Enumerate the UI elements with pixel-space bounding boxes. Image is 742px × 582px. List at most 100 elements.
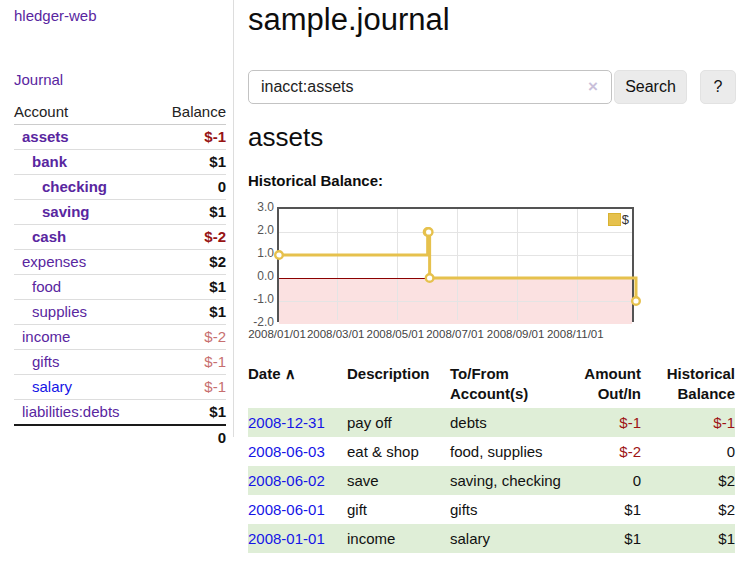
account-balance: $1 (154, 200, 226, 225)
account-balance: $1 (154, 275, 226, 300)
account-link[interactable]: cash (32, 228, 66, 245)
transaction-date-link[interactable]: 2008-06-03 (248, 443, 325, 460)
transaction-row[interactable]: 2008-06-01 giftgifts$1$2 (248, 495, 735, 524)
transaction-accounts: gifts (450, 495, 563, 524)
account-link[interactable]: liabilities:debts (22, 403, 120, 420)
account-row: gifts$-1 (14, 350, 226, 375)
clear-search-icon[interactable]: × (588, 77, 598, 97)
transaction-date: 2008-06-03 (248, 437, 347, 466)
account-link[interactable]: checking (42, 178, 107, 195)
balance-line-series (279, 209, 636, 324)
account-link[interactable]: expenses (22, 253, 86, 270)
register-table: Date ∧ Description To/From Account(s) Am… (248, 362, 735, 553)
transaction-row[interactable]: 2008-12-31pay offdebts$-1$-1 (248, 408, 735, 437)
account-link[interactable]: gifts (32, 353, 60, 370)
account-link[interactable]: food (32, 278, 61, 295)
account-balance: 0 (154, 175, 226, 200)
transaction-balance: $-1 (641, 408, 735, 437)
transaction-accounts: salary (450, 524, 563, 553)
account-link[interactable]: income (22, 328, 70, 345)
account-balance: $2 (154, 250, 226, 275)
account-link[interactable]: supplies (32, 303, 87, 320)
search-input[interactable] (248, 70, 612, 104)
accounts-total-row: 0 (14, 425, 226, 450)
transaction-amount: $1 (563, 524, 641, 553)
chart-plot-area: $ (277, 207, 634, 322)
sidebar-item-journal[interactable]: Journal (14, 71, 63, 88)
transaction-row[interactable]: 2008-06-03eat & shopfood, supplies$-20 (248, 437, 735, 466)
transaction-date-link[interactable]: 2008-12-31 (248, 414, 325, 431)
transaction-date-link[interactable]: 2008-01-01 (248, 530, 325, 547)
register-col-date[interactable]: Date ∧ (248, 362, 347, 408)
y-axis-tick-label: 3.0 (248, 200, 274, 214)
account-balance: $-2 (154, 325, 226, 350)
sidebar: hledger-web Journal Account Balance asse… (0, 0, 234, 437)
transaction-accounts: saving, checking (450, 466, 563, 495)
account-row: food $1 (14, 275, 226, 300)
register-header-row: Date ∧ Description To/From Account(s) Am… (248, 362, 735, 408)
x-axis-tick-label: 2008/07/01 (426, 328, 484, 340)
transaction-date-link[interactable]: 2008-06-01 (248, 501, 325, 518)
legend-swatch-icon (608, 213, 621, 226)
account-row: checking 0 (14, 175, 226, 200)
account-row: salary$-1 (14, 375, 226, 400)
transaction-description: gift (347, 495, 450, 524)
help-button[interactable]: ? (700, 70, 736, 104)
chart-title: Historical Balance: (248, 172, 383, 189)
transaction-date: 2008-06-01 (248, 495, 347, 524)
account-balance: $-2 (154, 225, 226, 250)
y-axis-tick-label: 2.0 (248, 223, 274, 237)
account-row: saving $1 (14, 200, 226, 225)
x-axis-tick-label: 2008/05/01 (367, 328, 425, 340)
data-point-marker (425, 228, 433, 236)
transaction-amount: $1 (563, 495, 641, 524)
transaction-description: pay off (347, 408, 450, 437)
accounts-col-balance: Balance (154, 100, 226, 125)
account-link[interactable]: salary (32, 378, 72, 395)
account-balance: $1 (154, 400, 226, 426)
accounts-total-balance: 0 (154, 425, 226, 450)
transaction-description: income (347, 524, 450, 553)
transaction-accounts: debts (450, 408, 563, 437)
x-axis-tick-label: 2008/11/01 (547, 328, 604, 340)
y-axis-tick-label: 1.0 (248, 246, 274, 260)
account-balance: $1 (154, 300, 226, 325)
historical-balance-chart: $ 3.02.01.00.0-1.0-2.02008/01/012008/03/… (248, 195, 736, 345)
account-link[interactable]: saving (42, 203, 90, 220)
y-axis-tick-label: -1.0 (248, 292, 274, 306)
account-row: supplies $1 (14, 300, 226, 325)
register-col-account: To/From Account(s) (450, 362, 563, 408)
register-col-amount: Amount Out/In (563, 362, 641, 408)
legend-label: $ (622, 212, 629, 227)
transaction-date-link[interactable]: 2008-06-02 (248, 472, 325, 489)
transaction-amount: 0 (563, 466, 641, 495)
data-point-marker (275, 251, 283, 259)
transaction-row[interactable]: 2008-06-02savesaving, checking0$2 (248, 466, 735, 495)
transaction-date: 2008-06-02 (248, 466, 347, 495)
account-link[interactable]: assets (22, 128, 69, 145)
account-balance: $1 (154, 150, 226, 175)
account-row: income $-2 (14, 325, 226, 350)
x-axis-tick-label: 2008/09/01 (487, 328, 545, 340)
page-title: sample.journal (248, 0, 450, 40)
account-row: bank $1 (14, 150, 226, 175)
x-axis-tick-label: 2008/03/01 (307, 328, 365, 340)
account-balance: $-1 (154, 125, 226, 150)
transaction-balance: $2 (641, 495, 735, 524)
search-bar: × Search ? (248, 70, 736, 104)
accounts-col-account: Account (14, 100, 154, 125)
app-brand-link[interactable]: hledger-web (14, 7, 97, 24)
transaction-balance: 0 (641, 437, 735, 466)
sort-ascending-icon: ∧ (285, 365, 296, 382)
transaction-amount: $-1 (563, 408, 641, 437)
transaction-date: 2008-12-31 (248, 408, 347, 437)
account-link[interactable]: bank (32, 153, 67, 170)
account-heading: assets (248, 122, 323, 153)
y-axis-tick-label: 0.0 (248, 269, 274, 283)
search-button[interactable]: Search (614, 70, 687, 104)
transaction-accounts: food, supplies (450, 437, 563, 466)
transaction-description: eat & shop (347, 437, 450, 466)
transaction-balance: $2 (641, 466, 735, 495)
transaction-row[interactable]: 2008-01-01incomesalary$1$1 (248, 524, 735, 553)
account-row: assets $-1 (14, 125, 226, 150)
